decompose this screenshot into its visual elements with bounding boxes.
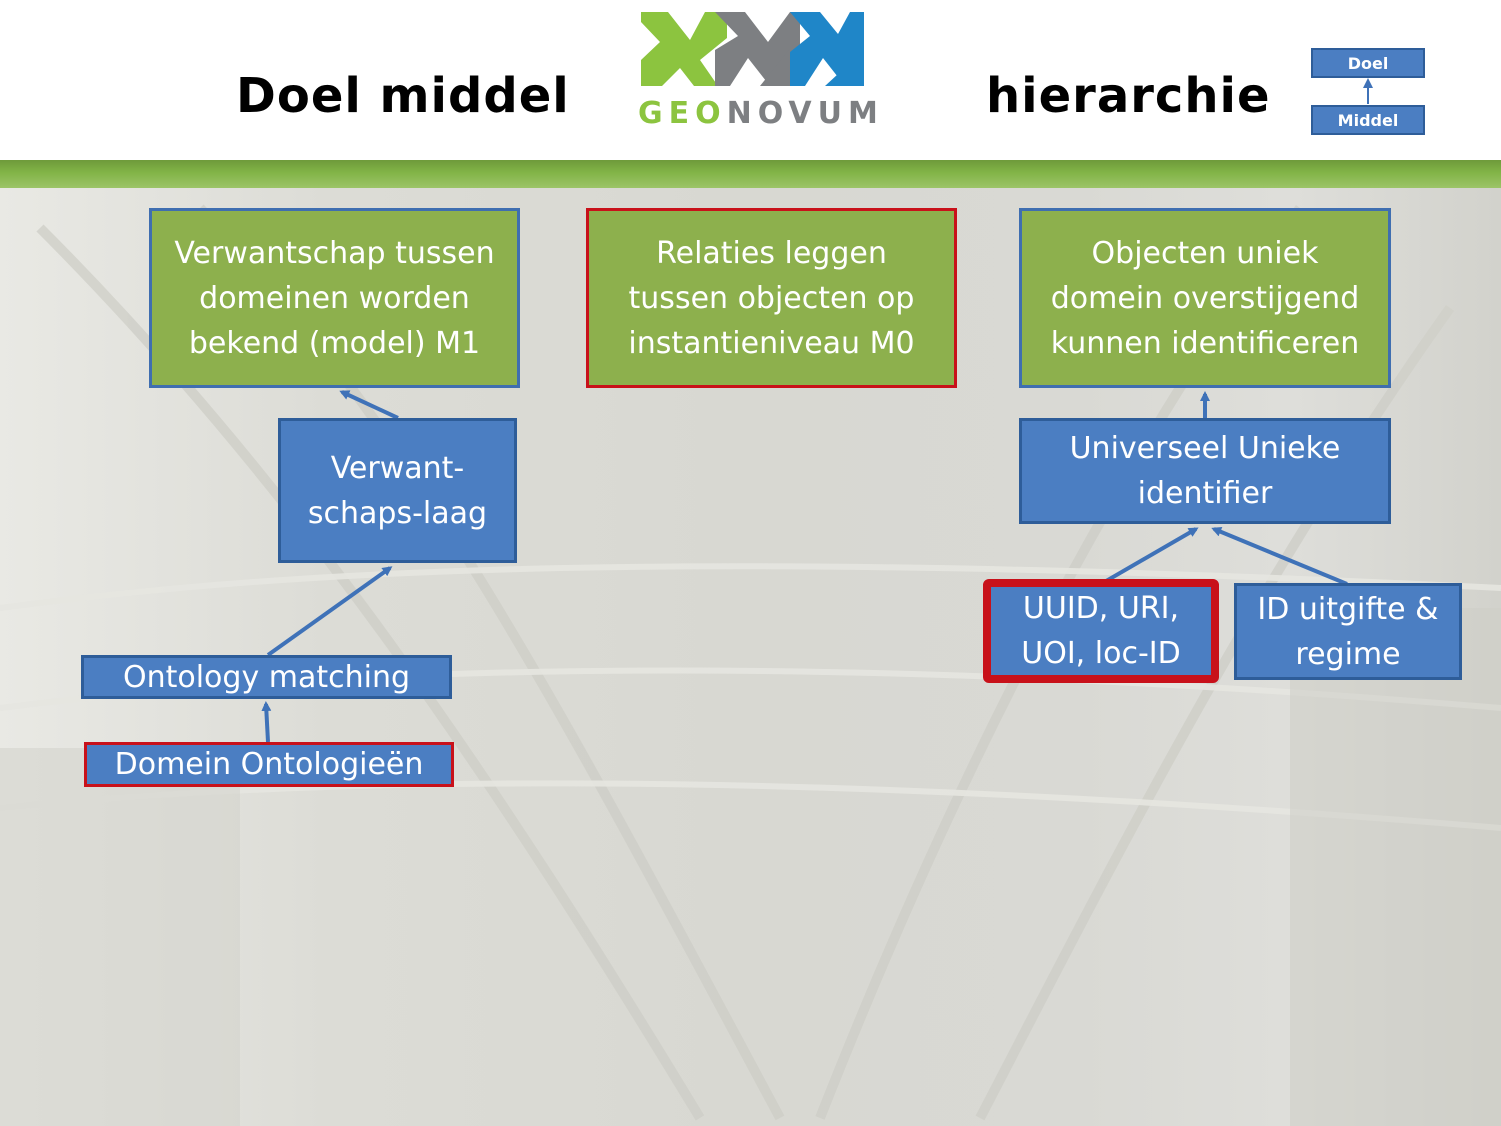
goal-text-relaties: Relaties leggen tussen objecten op insta…	[628, 235, 915, 361]
goal-box-relaties: Relaties leggen tussen objecten op insta…	[586, 208, 957, 388]
means-box-domein-ontologieen: Domein Ontologieën	[84, 742, 454, 787]
means-text-universeel: Universeel Unieke identifier	[1069, 431, 1341, 511]
arrow-ontology-to-verwantschap	[266, 566, 393, 657]
means-text-id-uitgifte: ID uitgifte & regime	[1257, 591, 1439, 672]
background-structure	[0, 204, 1501, 1126]
means-box-uuid: UUID, URI, UOI, loc-ID	[983, 579, 1219, 683]
legend-arrow	[1363, 78, 1373, 104]
goal-box-objecten: Objecten uniek domein overstijgend kunne…	[1019, 208, 1391, 388]
arrow-uuid-to-universeel	[1099, 527, 1199, 586]
means-box-ontology-matching: Ontology matching	[81, 655, 452, 699]
means-box-id-uitgifte: ID uitgifte & regime	[1234, 583, 1462, 680]
logo-text-geo: GEO	[638, 96, 727, 131]
header-band	[0, 160, 1501, 188]
logo-text-novum: NOVUM	[726, 96, 884, 131]
goal-text-verwantschap: Verwantschap tussen domeinen worden beke…	[174, 235, 495, 361]
goal-box-verwantschap: Verwantschap tussen domeinen worden beke…	[149, 208, 520, 388]
title-left: Doel middel	[236, 68, 570, 124]
means-text-verwantschaps-laag: Verwant- schaps-laag	[307, 450, 488, 531]
logo-mark-icon	[641, 12, 864, 86]
means-box-verwantschaps-laag: Verwant- schaps-laag	[278, 418, 517, 563]
legend-middel: Middel	[1311, 105, 1425, 135]
arrow-idregime-to-universeel	[1211, 527, 1348, 586]
means-text-ontology-matching: Ontology matching	[122, 659, 411, 695]
means-box-universeel: Universeel Unieke identifier	[1019, 418, 1391, 524]
goal-text-objecten: Objecten uniek domein overstijgend kunne…	[1050, 235, 1360, 361]
legend-doel: Doel	[1311, 48, 1425, 78]
means-text-uuid: UUID, URI, UOI, loc-ID	[1021, 591, 1181, 671]
arrow-domein-to-ontology	[261, 701, 272, 743]
title-right: hierarchie	[986, 68, 1271, 124]
means-text-domein-ontologieen: Domein Ontologieën	[114, 747, 424, 782]
arrow-verwantschap-to-goal1	[339, 390, 399, 420]
